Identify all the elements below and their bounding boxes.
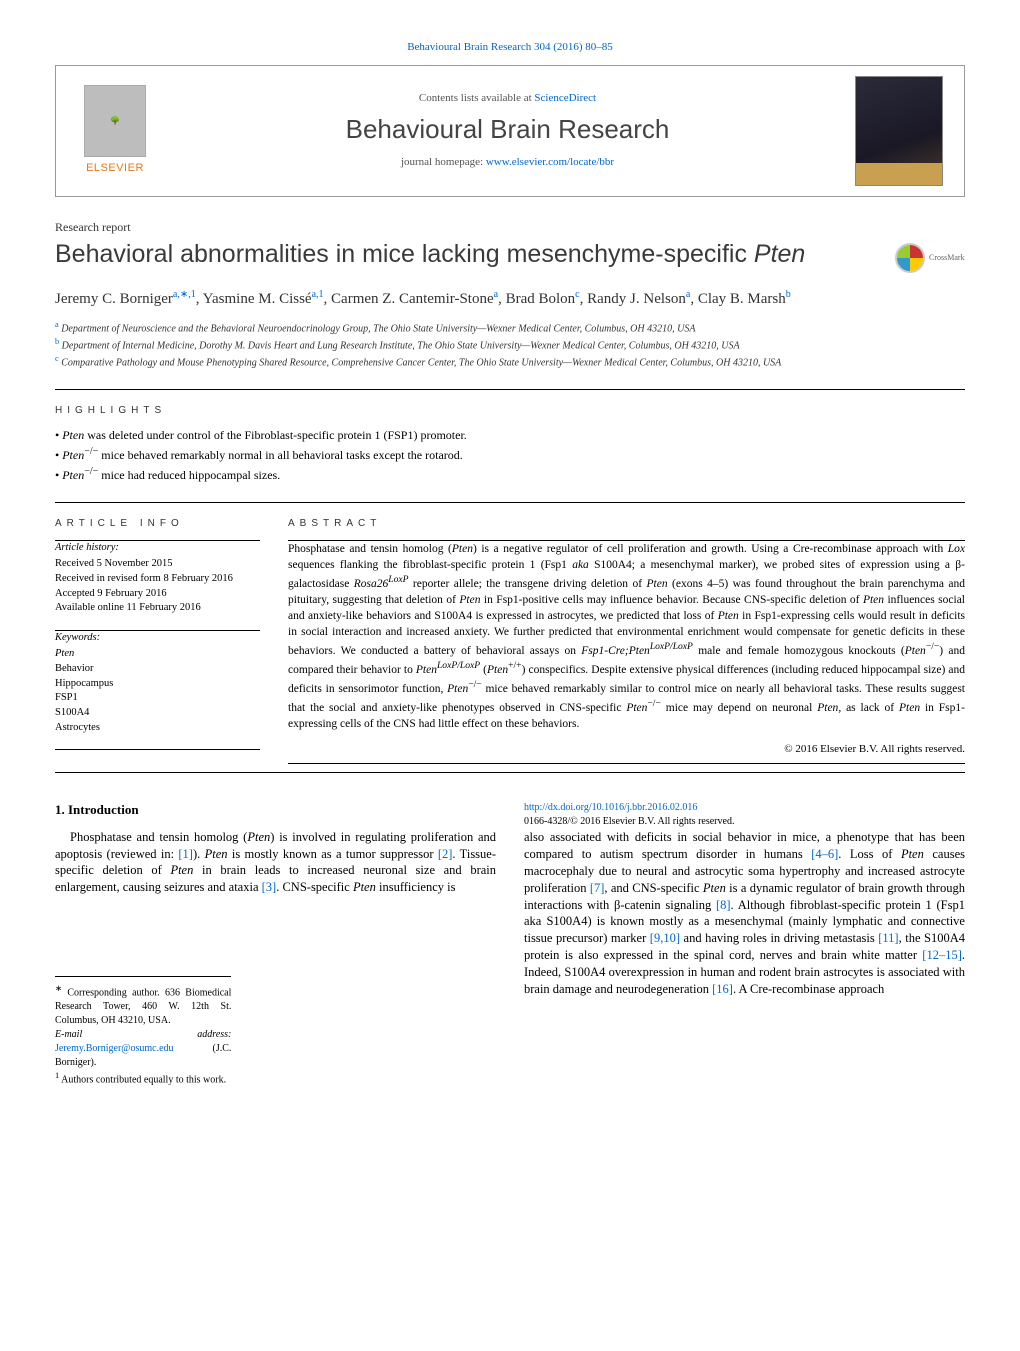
homepage-line: journal homepage: www.elsevier.com/locat…	[160, 155, 855, 170]
divider	[55, 749, 260, 750]
abstract-text: Phosphatase and tensin homolog (Pten) is…	[288, 541, 965, 732]
intro-paragraph: also associated with deficits in social …	[524, 829, 965, 998]
history-line: Available online 11 February 2016	[55, 601, 260, 616]
publisher-name: ELSEVIER	[86, 161, 144, 176]
highlights-label: HIGHLIGHTS	[55, 404, 965, 418]
author: Carmen Z. Cantemir-Stonea	[331, 291, 498, 307]
history-heading: Article history:	[55, 541, 260, 555]
citation-line: Behavioural Brain Research 304 (2016) 80…	[55, 40, 965, 55]
article-type: Research report	[55, 219, 965, 235]
affiliation: b Department of Internal Medicine, Dorot…	[55, 336, 965, 353]
corresponding-author-note: ∗ Corresponding author. 636 Biomedical R…	[55, 983, 231, 1028]
article-title: Behavioral abnormalities in mice lacking…	[55, 239, 895, 270]
divider	[55, 772, 965, 773]
citation-link[interactable]: Behavioural Brain Research 304 (2016) 80…	[407, 41, 613, 53]
corresponding-email-link[interactable]: Jeremy.Borniger@osumc.edu	[55, 1043, 174, 1054]
highlight-item: Pten was deleted under control of the Fi…	[55, 427, 965, 443]
author: Clay B. Marshb	[698, 291, 791, 307]
elsevier-tree-icon: 🌳	[84, 85, 146, 157]
history-line: Accepted 9 February 2016	[55, 587, 260, 602]
highlight-item: Pten−/− mice had reduced hippocampal siz…	[55, 465, 965, 483]
keyword: S100A4	[55, 706, 260, 721]
crossmark-icon	[895, 243, 925, 273]
keyword: Pten	[55, 647, 260, 662]
equal-contribution-note: 1 Authors contributed equally to this wo…	[55, 1070, 231, 1087]
doi-link[interactable]: http://dx.doi.org/10.1016/j.bbr.2016.02.…	[524, 802, 697, 813]
keyword: Behavior	[55, 662, 260, 677]
keywords-heading: Keywords:	[55, 631, 260, 645]
journal-cover-thumbnail	[855, 76, 943, 186]
highlights-list: Pten was deleted under control of the Fi…	[55, 427, 965, 484]
contents-line: Contents lists available at ScienceDirec…	[160, 91, 855, 106]
author: Randy J. Nelsona	[587, 291, 690, 307]
issn-copyright: 0166-4328/© 2016 Elsevier B.V. All right…	[524, 816, 734, 827]
affiliation-list: a Department of Neuroscience and the Beh…	[55, 319, 965, 371]
divider	[55, 389, 965, 390]
author-list: Jeremy C. Bornigera,∗,1, Yasmine M. Ciss…	[55, 287, 965, 311]
journal-name: Behavioural Brain Research	[160, 112, 855, 147]
keyword: Astrocytes	[55, 721, 260, 736]
copyright-line: © 2016 Elsevier B.V. All rights reserved…	[288, 742, 965, 757]
author: Jeremy C. Bornigera,∗,1	[55, 291, 196, 307]
section-heading-introduction: 1. Introduction	[55, 801, 496, 819]
intro-paragraph: Phosphatase and tensin homolog (Pten) is…	[55, 829, 496, 897]
history-line: Received in revised form 8 February 2016	[55, 572, 260, 587]
keyword: FSP1	[55, 691, 260, 706]
doi-block: http://dx.doi.org/10.1016/j.bbr.2016.02.…	[524, 801, 965, 829]
author: Brad Bolonc	[506, 291, 580, 307]
author: Yasmine M. Cisséa,1	[203, 291, 324, 307]
publisher-block: 🌳 ELSEVIER	[70, 85, 160, 176]
affiliation: c Comparative Pathology and Mouse Phenot…	[55, 353, 965, 370]
sciencedirect-link[interactable]: ScienceDirect	[534, 92, 596, 104]
history-line: Received 5 November 2015	[55, 557, 260, 572]
highlight-item: Pten−/− mice behaved remarkably normal i…	[55, 445, 965, 463]
divider	[288, 763, 965, 764]
crossmark-badge[interactable]: CrossMark	[895, 239, 965, 277]
footnotes-block: ∗ Corresponding author. 636 Biomedical R…	[55, 976, 231, 1088]
article-info-label: ARTICLE INFO	[55, 517, 260, 531]
homepage-link[interactable]: www.elsevier.com/locate/bbr	[486, 156, 614, 168]
masthead: 🌳 ELSEVIER Contents lists available at S…	[55, 65, 965, 197]
keyword: Hippocampus	[55, 677, 260, 692]
abstract-label: ABSTRACT	[288, 517, 965, 531]
email-line: E-mail address: Jeremy.Borniger@osumc.ed…	[55, 1028, 231, 1070]
affiliation: a Department of Neuroscience and the Beh…	[55, 319, 965, 336]
